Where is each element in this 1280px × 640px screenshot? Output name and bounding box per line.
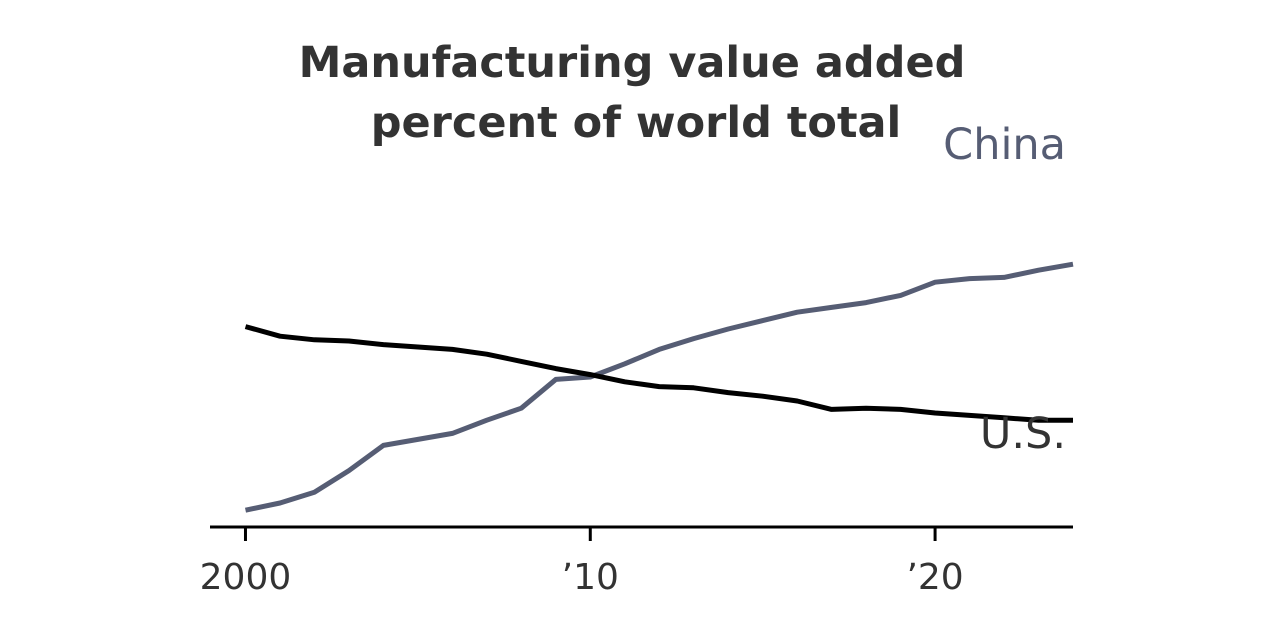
x-tick-label-2000: 2000	[200, 557, 292, 598]
x-axis-ticks: 2000 ’10 ’20	[200, 527, 964, 598]
series-line-china	[244, 261, 1074, 513]
x-tick-label-2020: ’20	[906, 557, 963, 598]
series-label-china: China	[943, 120, 1066, 170]
chart-title-line-2: percent of world total	[371, 98, 902, 148]
x-tick-label-2010: ’10	[562, 557, 619, 598]
series-line-u-s	[244, 324, 1073, 423]
chart-title-line-1: Manufacturing value added	[299, 38, 966, 88]
series-layer	[244, 261, 1074, 513]
series-label-us: U.S.	[980, 409, 1066, 459]
